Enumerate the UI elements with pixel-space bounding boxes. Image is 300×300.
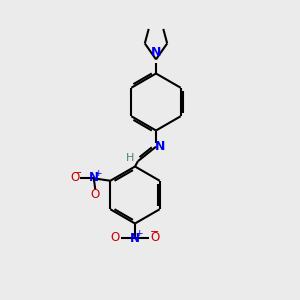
Text: N: N: [130, 232, 140, 245]
Text: −: −: [150, 227, 160, 237]
Text: O: O: [150, 231, 159, 244]
Text: N: N: [155, 140, 166, 153]
Text: N: N: [89, 171, 99, 184]
Text: O: O: [111, 231, 120, 244]
Text: O: O: [70, 171, 80, 184]
Text: −: −: [73, 168, 82, 178]
Text: +: +: [94, 169, 101, 178]
Text: H: H: [125, 153, 134, 163]
Text: N: N: [151, 46, 161, 59]
Text: +: +: [136, 229, 143, 238]
Text: O: O: [91, 188, 100, 201]
